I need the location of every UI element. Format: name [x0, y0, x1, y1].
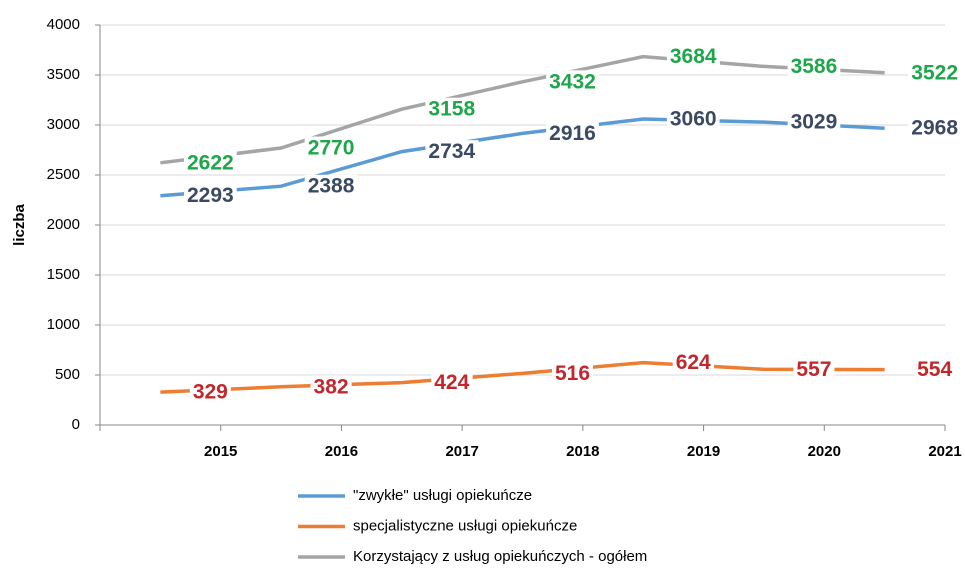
- data-label: 2770: [308, 137, 355, 160]
- data-label-bg: [304, 136, 358, 160]
- data-label: 329: [193, 381, 228, 404]
- data-label-bg: [666, 45, 720, 69]
- data-label-group: 557: [793, 357, 835, 381]
- data-label: 424: [434, 371, 469, 394]
- data-label-bg: [425, 140, 479, 164]
- data-label: 382: [314, 375, 349, 398]
- y-tick-label: 2500: [47, 166, 80, 183]
- x-tick-label: 2020: [808, 443, 841, 460]
- data-label-group: 3432: [546, 70, 599, 94]
- data-label-group: 516: [551, 361, 594, 385]
- y-tick-label: 2000: [47, 216, 80, 233]
- data-label-group: 2770: [304, 136, 358, 160]
- data-label-group: 329: [189, 380, 231, 404]
- data-label: 3522: [911, 61, 958, 84]
- y-tick-label: 3500: [47, 66, 80, 83]
- data-label: 2916: [549, 122, 596, 145]
- x-tick-label: 2018: [566, 443, 599, 460]
- data-label-group: 624: [672, 351, 715, 375]
- data-label-group: 2388: [304, 174, 358, 198]
- y-axis-title: liczba: [11, 204, 28, 246]
- legend-label: Korzystający z usług opiekuńczych - ogół…: [353, 548, 647, 565]
- data-label-bg: [304, 174, 358, 198]
- data-label-bg: [546, 121, 599, 145]
- data-label-group: 2916: [546, 121, 599, 145]
- data-label: 2388: [308, 175, 355, 198]
- y-tick-label: 0: [72, 416, 80, 433]
- data-label: 3586: [791, 55, 838, 78]
- data-label-bg: [787, 54, 841, 78]
- x-tick-label: 2017: [445, 443, 478, 460]
- data-label: 516: [555, 362, 590, 385]
- data-label-group: 3586: [787, 54, 841, 78]
- legend-label: "zwykłe" usługi opiekuńcze: [353, 487, 532, 504]
- data-label-group: 424: [431, 371, 473, 395]
- data-label-group: 382: [310, 375, 352, 399]
- data-label-bg: [672, 351, 715, 375]
- data-label-group: 2622: [183, 151, 237, 175]
- data-label: 2734: [428, 140, 475, 163]
- data-label-bg: [183, 151, 237, 175]
- data-label-bg: [787, 110, 841, 134]
- series-line: [160, 54, 885, 165]
- data-label-group: 2968: [908, 116, 962, 140]
- x-tick-label: 2021: [928, 443, 961, 460]
- data-label: 3158: [428, 98, 475, 121]
- data-label-group: 2293: [183, 184, 237, 208]
- data-label-bg: [551, 361, 594, 385]
- data-label-group: 3522: [908, 61, 962, 85]
- y-tick-label: 1000: [47, 316, 80, 333]
- data-label-bg: [425, 97, 479, 121]
- data-label-bg: [431, 371, 473, 395]
- series-line: [160, 117, 885, 198]
- data-label-group: 3684: [666, 45, 720, 69]
- data-label-bg: [183, 184, 237, 208]
- data-label-bg: [546, 70, 599, 94]
- data-label-group: 554: [914, 358, 956, 382]
- legend-label: specjalistyczne usługi opiekuńcze: [353, 517, 577, 534]
- data-label: 554: [917, 358, 952, 381]
- data-label: 2968: [911, 117, 958, 140]
- data-label: 624: [676, 351, 711, 374]
- data-label: 3684: [670, 45, 717, 68]
- y-tick-label: 500: [55, 366, 80, 383]
- data-label: 3432: [549, 70, 596, 93]
- x-tick-label: 2016: [325, 443, 358, 460]
- y-tick-label: 3000: [47, 116, 80, 133]
- y-tick-label: 1500: [47, 266, 80, 283]
- data-label-group: 3060: [666, 107, 720, 131]
- data-label: 557: [796, 358, 831, 381]
- data-label-bg: [793, 357, 835, 381]
- data-label-bg: [189, 380, 231, 404]
- data-label-group: 3158: [425, 97, 479, 121]
- series-line: [160, 360, 885, 394]
- data-label-bg: [908, 116, 962, 140]
- data-label: 2293: [187, 184, 234, 207]
- y-tick-label: 4000: [47, 16, 80, 33]
- data-label: 3029: [791, 111, 838, 134]
- data-label: 2622: [187, 151, 234, 174]
- data-label-bg: [310, 375, 352, 399]
- x-tick-label: 2019: [687, 443, 720, 460]
- data-label-bg: [666, 107, 720, 131]
- data-label: 3060: [670, 108, 717, 131]
- x-tick-label: 2015: [204, 443, 237, 460]
- data-label-group: 3029: [787, 110, 841, 134]
- data-label-bg: [914, 358, 956, 382]
- data-label-group: 2734: [425, 140, 479, 164]
- data-label-bg: [908, 61, 962, 85]
